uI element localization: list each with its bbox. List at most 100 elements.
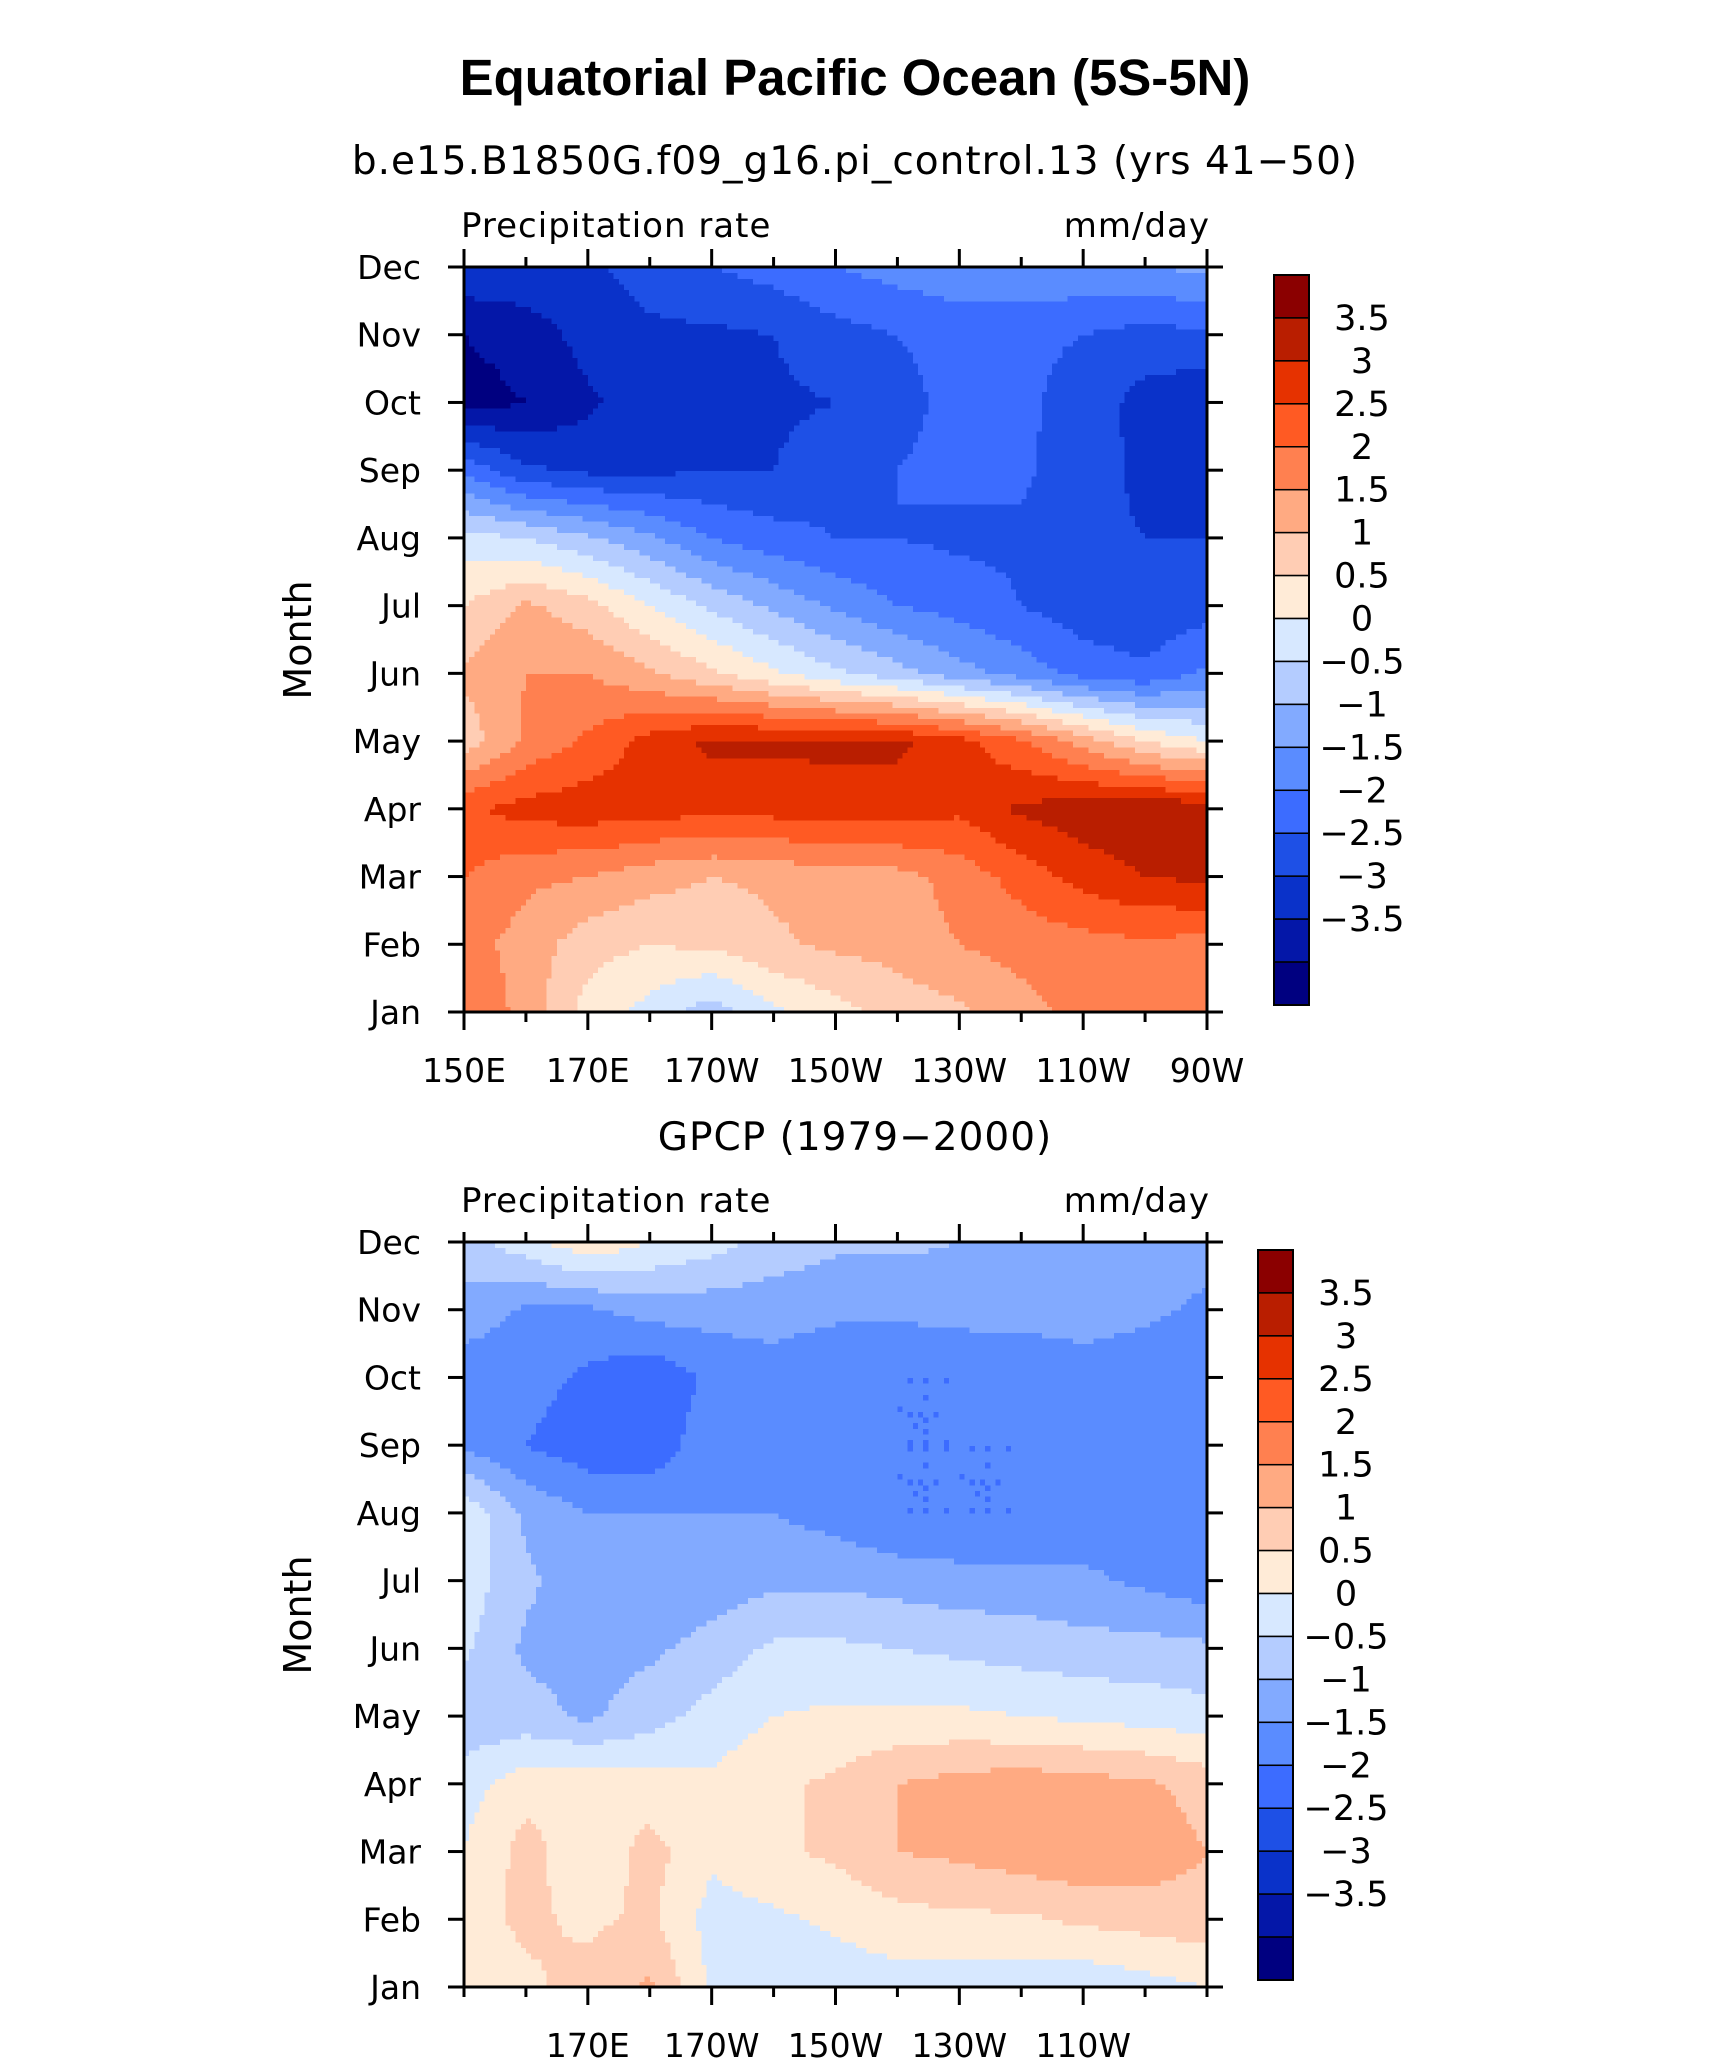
heatmap-cell (1140, 888, 1146, 894)
heatmap-cell (474, 950, 480, 956)
heatmap-cell (479, 939, 485, 945)
heatmap-cell (578, 933, 584, 939)
heatmap-cell (1032, 950, 1038, 956)
heatmap-cell (686, 899, 692, 905)
heatmap-cell (521, 882, 527, 888)
heatmap-cell (985, 972, 991, 978)
heatmap-cell (1099, 978, 1105, 984)
heatmap-cell (866, 933, 872, 939)
heatmap-cell (619, 1001, 625, 1007)
heatmap-cell (505, 995, 511, 1001)
heatmap-cell (1192, 927, 1198, 933)
heatmap-cell (469, 961, 475, 967)
heatmap-cell (1109, 916, 1115, 922)
heatmap-cell (552, 944, 558, 950)
heatmap-cell (846, 922, 852, 928)
heatmap-cell (1078, 922, 1084, 928)
heatmap-cell (603, 978, 609, 984)
heatmap-cell (1155, 916, 1161, 922)
heatmap-cell (1006, 905, 1012, 911)
heatmap-cell (603, 961, 609, 967)
heatmap-cell (665, 899, 671, 905)
heatmap-cell (939, 899, 945, 905)
heatmap-cell (1088, 1001, 1094, 1007)
heatmap-cell (1016, 882, 1022, 888)
heatmap-cell (1130, 978, 1136, 984)
heatmap-cell (516, 995, 522, 1001)
heatmap-cell (825, 910, 831, 916)
heatmap-cell (1047, 888, 1053, 894)
heatmap-cell (908, 961, 914, 967)
heatmap-cell (779, 967, 785, 973)
heatmap-cell (495, 961, 501, 967)
heatmap-cell (908, 956, 914, 962)
heatmap-cell (578, 978, 584, 984)
heatmap-cell (1042, 984, 1048, 990)
heatmap-cell (841, 961, 847, 967)
heatmap-cell (830, 967, 836, 973)
heatmap-cell (1140, 899, 1146, 905)
heatmap-cell (737, 989, 743, 995)
heatmap-cell (1155, 933, 1161, 939)
heatmap-cell (707, 922, 713, 928)
heatmap-cell (846, 905, 852, 911)
heatmap-cell (686, 944, 692, 950)
heatmap-cell (1052, 950, 1058, 956)
heatmap-cell (557, 933, 563, 939)
heatmap-cell (1006, 989, 1012, 995)
heatmap-cell (990, 882, 996, 888)
heatmap-cell (846, 944, 852, 950)
heatmap-cell (1052, 961, 1058, 967)
heatmap-cell (572, 995, 578, 1001)
heatmap-cell (1181, 967, 1187, 973)
heatmap-cell (753, 978, 759, 984)
heatmap-cell (954, 961, 960, 967)
heatmap-cell (732, 888, 738, 894)
heatmap-cell (552, 939, 558, 945)
heatmap-cell (995, 978, 1001, 984)
heatmap-cell (490, 944, 496, 950)
heatmap-cell (469, 939, 475, 945)
heatmap-cell (789, 950, 795, 956)
heatmap-cell (1176, 899, 1182, 905)
heatmap-cell (474, 871, 480, 877)
heatmap-cell (650, 933, 656, 939)
heatmap-cell (593, 905, 599, 911)
heatmap-cell (1083, 944, 1089, 950)
heatmap-cell (634, 950, 640, 956)
heatmap-cell (655, 978, 661, 984)
heatmap-cell (748, 882, 754, 888)
heatmap-cell (758, 950, 764, 956)
heatmap-cell (944, 944, 950, 950)
heatmap-cell (1021, 922, 1027, 928)
heatmap-cell (639, 927, 645, 933)
heatmap-cell (758, 984, 764, 990)
heatmap-cell (1021, 972, 1027, 978)
heatmap-cell (608, 910, 614, 916)
heatmap-cell (872, 967, 878, 973)
heatmap-cell (913, 877, 919, 883)
heatmap-cell (593, 893, 599, 899)
heatmap-cell (681, 933, 687, 939)
heatmap-cell (717, 916, 723, 922)
heatmap-cell (1078, 989, 1084, 995)
heatmap-cell (877, 927, 883, 933)
heatmap-cell (1161, 888, 1167, 894)
heatmap-cell (1186, 933, 1192, 939)
heatmap-cell (1119, 989, 1125, 995)
heatmap-cell (1171, 961, 1177, 967)
heatmap-cell (521, 916, 527, 922)
heatmap-cell (1011, 967, 1017, 973)
heatmap-cell (567, 984, 573, 990)
heatmap-cell (479, 956, 485, 962)
heatmap-cell (1032, 922, 1038, 928)
heatmap-cell (1181, 1001, 1187, 1007)
heatmap-cell (1192, 995, 1198, 1001)
heatmap-cell (1032, 984, 1038, 990)
heatmap-cell (779, 978, 785, 984)
heatmap-cell (588, 995, 594, 1001)
heatmap-cell (701, 922, 707, 928)
heatmap-cell (619, 956, 625, 962)
heatmap-cell (1155, 888, 1161, 894)
heatmap-cell (495, 888, 501, 894)
